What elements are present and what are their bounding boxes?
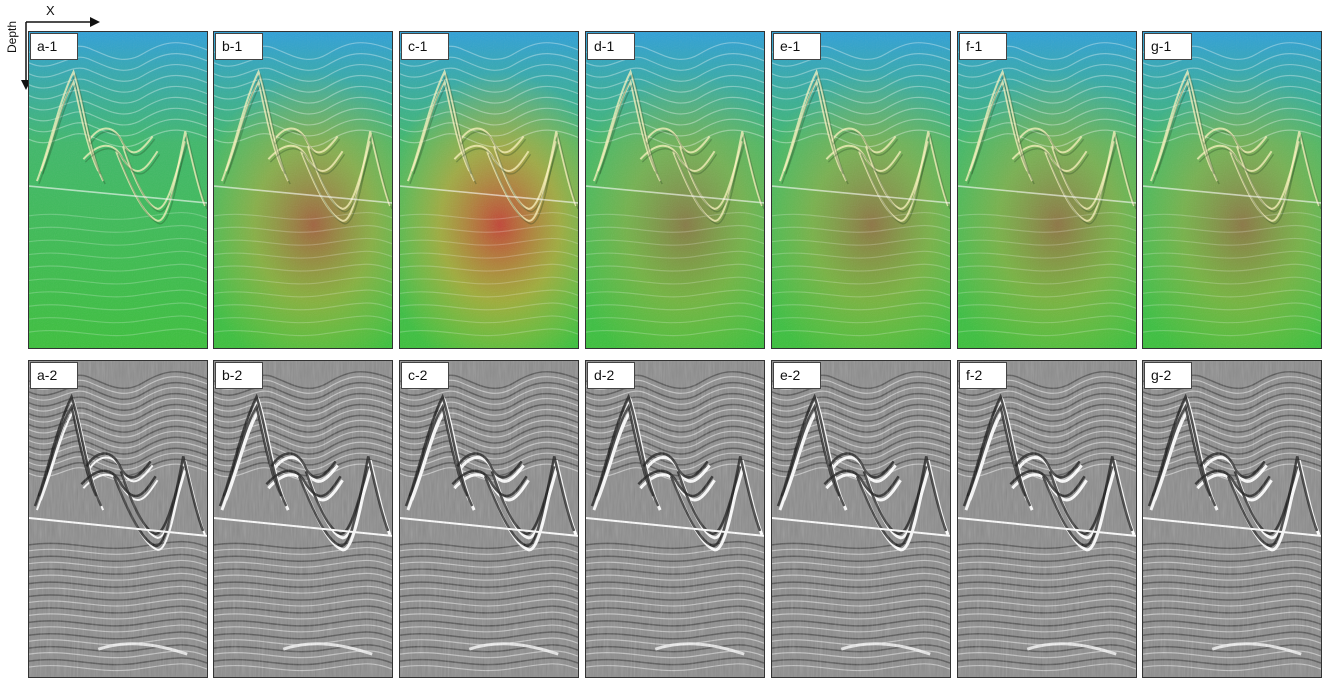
- panel-label: b-1: [215, 33, 263, 60]
- velocity-model-image: [772, 32, 950, 348]
- panel-label: a-2: [30, 362, 78, 389]
- depth-axis-label: Depth: [5, 20, 20, 54]
- image-panel-b-2: b-2: [213, 360, 393, 678]
- velocity-model-image: [400, 32, 578, 348]
- image-panel-c-2: c-2: [399, 360, 579, 678]
- seismic-image: [400, 361, 578, 677]
- velocity-panel-a-1: a-1: [28, 31, 208, 349]
- velocity-panel-b-1: b-1: [213, 31, 393, 349]
- panel-label: e-2: [773, 362, 821, 389]
- panel-label: a-1: [30, 33, 78, 60]
- panel-label: e-1: [773, 33, 821, 60]
- velocity-model-image: [214, 32, 392, 348]
- x-axis-label: X: [46, 3, 55, 18]
- image-panel-d-2: d-2: [585, 360, 765, 678]
- panel-label: d-2: [587, 362, 635, 389]
- velocity-panel-f-1: f-1: [957, 31, 1137, 349]
- image-panel-g-2: g-2: [1142, 360, 1322, 678]
- velocity-panel-e-1: e-1: [771, 31, 951, 349]
- image-panel-f-2: f-2: [957, 360, 1137, 678]
- seismic-image: [772, 361, 950, 677]
- panel-label: g-2: [1144, 362, 1192, 389]
- velocity-panel-d-1: d-1: [585, 31, 765, 349]
- panel-label: d-1: [587, 33, 635, 60]
- velocity-model-image: [586, 32, 764, 348]
- velocity-panel-c-1: c-1: [399, 31, 579, 349]
- velocity-panel-g-1: g-1: [1142, 31, 1322, 349]
- panel-label: c-2: [401, 362, 449, 389]
- panel-label: g-1: [1144, 33, 1192, 60]
- seismic-image: [586, 361, 764, 677]
- seismic-image: [958, 361, 1136, 677]
- seismic-image: [1143, 361, 1321, 677]
- panel-label: c-1: [401, 33, 449, 60]
- velocity-model-image: [29, 32, 207, 348]
- velocity-model-image: [1143, 32, 1321, 348]
- image-panel-e-2: e-2: [771, 360, 951, 678]
- panel-label: f-1: [959, 33, 1007, 60]
- seismic-image: [29, 361, 207, 677]
- panel-label: f-2: [959, 362, 1007, 389]
- velocity-model-image: [958, 32, 1136, 348]
- panel-label: b-2: [215, 362, 263, 389]
- seismic-image: [214, 361, 392, 677]
- image-panel-a-2: a-2: [28, 360, 208, 678]
